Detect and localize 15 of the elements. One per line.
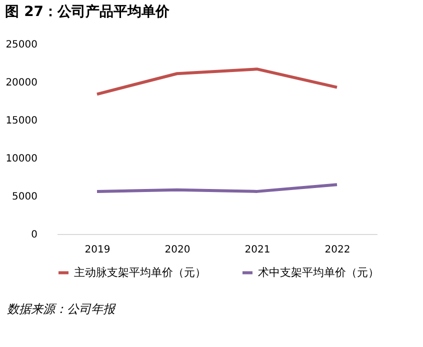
y-tick-label: 10000 xyxy=(6,154,38,164)
y-tick-label: 5000 xyxy=(12,192,38,202)
x-tick-label: 2019 xyxy=(84,244,110,256)
y-tick-label: 25000 xyxy=(6,40,38,50)
x-tick-label: 2021 xyxy=(244,244,270,256)
y-tick-label: 0 xyxy=(31,230,38,240)
legend-label: 主动脉支架平均单价（元） xyxy=(74,266,206,279)
line-series xyxy=(96,68,338,96)
y-tick-label: 20000 xyxy=(6,78,38,88)
x-tick-label: 2022 xyxy=(324,244,350,256)
chart-title: 图 27：公司产品平均单价 xyxy=(5,3,171,20)
source-note: 数据来源：公司年报 xyxy=(7,302,116,316)
legend-label: 术中支架平均单价（元） xyxy=(258,266,379,279)
y-tick-label: 15000 xyxy=(6,116,38,126)
x-tick-label: 2020 xyxy=(164,244,190,256)
